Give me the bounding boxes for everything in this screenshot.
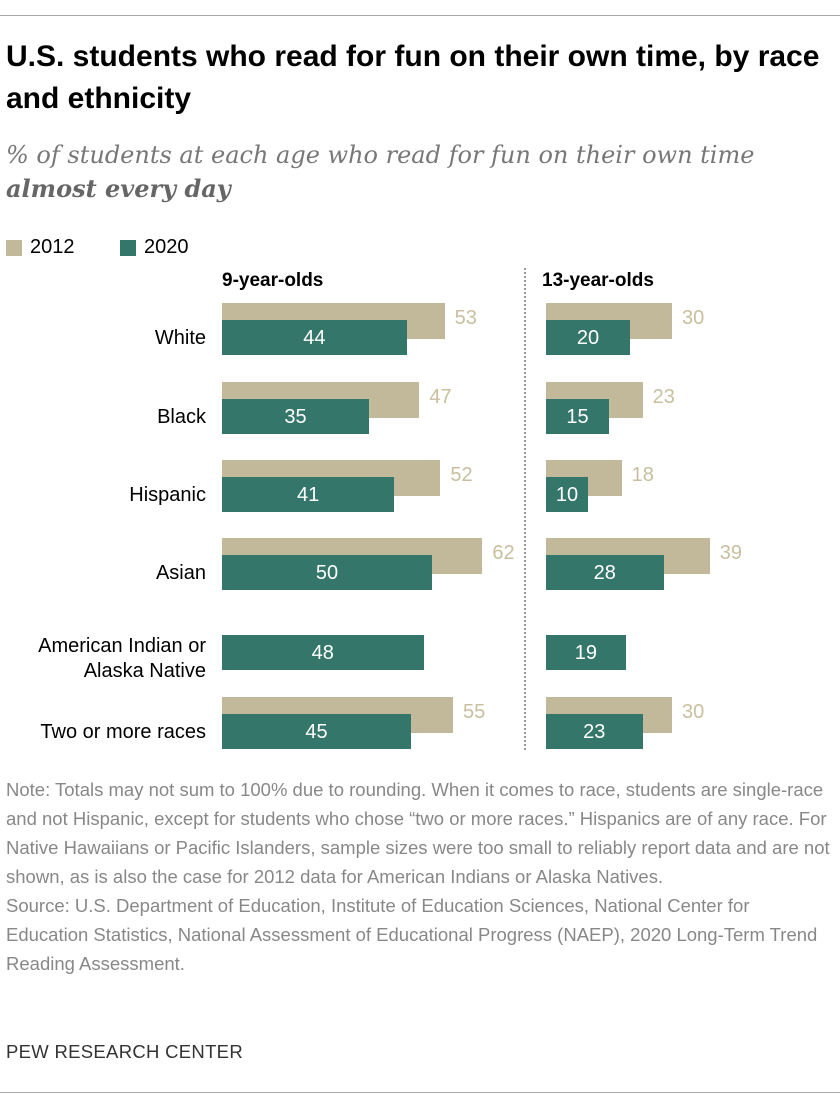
- legend-item-2012: 2012: [6, 236, 75, 259]
- value-label-2012: 52: [450, 464, 473, 486]
- category-label: Hispanic: [129, 483, 206, 506]
- category-label: Black: [157, 405, 206, 428]
- bar-2020-9-year-olds: [222, 477, 395, 512]
- value-label-2020: 23: [583, 721, 606, 743]
- value-label-2020: 50: [315, 562, 339, 584]
- value-label-2012: 55: [463, 701, 486, 723]
- value-label-2012: 30: [682, 307, 705, 329]
- chart-title: U.S. students who read for fun on their …: [6, 40, 820, 115]
- subtitle-text: % of students at each age who read for f…: [6, 141, 755, 169]
- legend-label-2020: 2020: [144, 236, 189, 258]
- brand-logo-text: PEW RESEARCH CENTER: [6, 1041, 243, 1062]
- value-label-2012: 39: [719, 542, 743, 564]
- bar-2020-13-year-olds: [546, 555, 664, 590]
- subtitle-emphasis: almost every day: [6, 174, 231, 203]
- value-label-2020: 20: [576, 327, 600, 349]
- top-rule: [0, 15, 840, 16]
- bar-2020-9-year-olds: [222, 320, 407, 355]
- legend-swatch-2012: [6, 239, 22, 256]
- value-label-2020: 15: [566, 406, 589, 428]
- bar-2020-9-year-olds: [222, 635, 424, 670]
- legend-item-2020: 2020: [120, 236, 189, 259]
- panel-header-9-year-olds: 9-year-olds: [222, 270, 324, 291]
- panel-divider: [524, 268, 526, 750]
- category-label: Asian: [155, 561, 206, 584]
- bar-2020-9-year-olds: [222, 714, 411, 749]
- category-label: White: [154, 326, 206, 349]
- value-label-2012: 47: [429, 386, 452, 408]
- value-label-2020: 44: [303, 327, 326, 349]
- value-label-2012: 53: [454, 307, 477, 329]
- value-label-2020: 41: [296, 484, 320, 506]
- chart-subtitle: % of students at each age who read for f…: [6, 138, 826, 206]
- value-label-2020: 19: [574, 642, 598, 664]
- bar-2020-13-year-olds: [546, 714, 643, 749]
- bar-2020-9-year-olds: [222, 399, 369, 434]
- value-label-2012: 23: [652, 386, 675, 408]
- value-label-2020: 10: [555, 484, 579, 506]
- value-label-2020: 48: [311, 642, 334, 664]
- category-label: American Indian or Alaska Native: [38, 635, 206, 682]
- bar-2020-13-year-olds: [546, 477, 588, 512]
- value-label-2020: 45: [305, 721, 328, 743]
- note-text: Note: Totals may not sum to 100% due to …: [6, 779, 830, 887]
- bottom-rule: [0, 1092, 840, 1093]
- source-text: Source: U.S. Department of Education, In…: [6, 895, 818, 974]
- bar-2020-13-year-olds: [546, 399, 609, 434]
- bar-2020-13-year-olds: [546, 635, 626, 670]
- value-label-2012: 62: [492, 542, 515, 564]
- panel-header-13-year-olds: 13-year-olds: [542, 270, 654, 291]
- value-label-2012: 18: [631, 464, 654, 486]
- category-label: Two or more races: [40, 720, 206, 743]
- value-label-2012: 30: [682, 701, 705, 723]
- value-label-2020: 35: [284, 406, 307, 428]
- bar-2020-9-year-olds: [222, 555, 432, 590]
- value-label-2020: 28: [593, 562, 616, 584]
- legend-swatch-2020: [120, 239, 136, 256]
- legend-label-2012: 2012: [30, 236, 75, 258]
- bar-2020-13-year-olds: [546, 320, 630, 355]
- notes: Note: Totals may not sum to 100% due to …: [6, 775, 836, 978]
